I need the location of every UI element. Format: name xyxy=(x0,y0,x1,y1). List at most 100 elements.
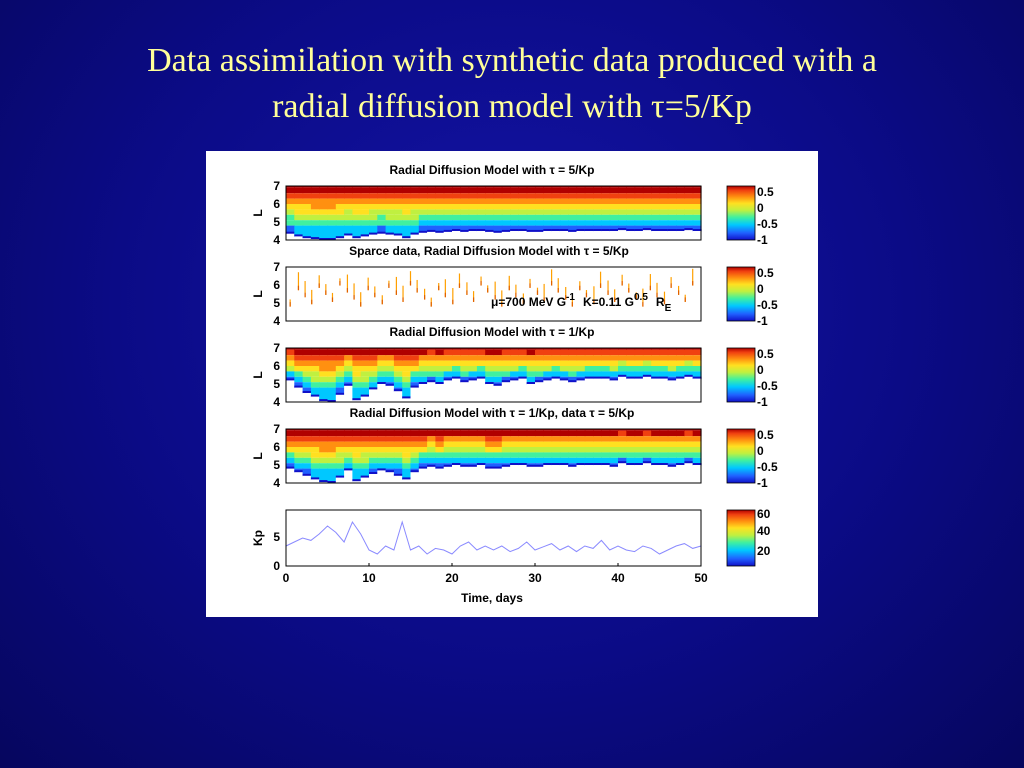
heatmap-boundary-cell xyxy=(559,229,569,232)
heatmap-column xyxy=(369,348,378,402)
heatmap-cell xyxy=(535,349,544,356)
heatmap-cell xyxy=(418,355,428,361)
heatmap-cell xyxy=(393,198,403,204)
heatmap-cell xyxy=(410,198,420,204)
heatmap-cell xyxy=(667,220,677,226)
heatmap-cell xyxy=(518,371,528,377)
heatmap-column xyxy=(601,348,611,402)
heatmap-empty-cell xyxy=(294,236,304,240)
heatmap-cell xyxy=(310,430,320,437)
heatmap-cell xyxy=(692,193,702,199)
heatmap-cell xyxy=(286,225,295,234)
heatmap-cell xyxy=(551,225,561,231)
heatmap-cell xyxy=(510,220,519,226)
heatmap-cell xyxy=(327,186,337,188)
heatmap-cell xyxy=(302,371,312,377)
heatmap-cell xyxy=(593,452,602,458)
heatmap-column xyxy=(294,348,304,402)
heatmap-cell xyxy=(493,430,503,437)
heatmap-cell xyxy=(319,382,329,388)
heatmap-cell xyxy=(344,220,353,226)
heatmap-cell xyxy=(676,198,685,204)
heatmap-cell xyxy=(476,441,486,447)
heatmap-cell xyxy=(418,447,428,453)
heatmap-cell xyxy=(344,463,353,469)
heatmap-cell xyxy=(319,436,329,442)
heatmap-cell xyxy=(543,198,553,204)
heatmap-cell xyxy=(659,371,669,377)
heatmap-column xyxy=(692,348,702,402)
heatmap-empty-cell xyxy=(518,378,528,402)
heatmap-cell xyxy=(651,209,661,215)
panel-2-title: Sparce data, Radial Diffusion Model with… xyxy=(349,244,629,258)
heatmap-boundary-cell xyxy=(385,232,395,236)
heatmap-column xyxy=(327,429,337,484)
heatmap-cell xyxy=(369,349,378,356)
heatmap-cell xyxy=(584,348,594,350)
heatmap-cell xyxy=(418,209,428,215)
heatmap-cell xyxy=(319,225,329,240)
heatmap-cell xyxy=(551,457,561,464)
heatmap-cell xyxy=(651,436,661,442)
panel-1-ytick-5: 5 xyxy=(273,215,280,229)
heatmap-cell xyxy=(393,376,403,383)
heatmap-cell xyxy=(526,348,536,350)
heatmap-cell xyxy=(427,220,436,226)
heatmap-cell xyxy=(352,198,362,204)
heatmap-cell xyxy=(294,209,304,215)
panel-5-cbar-tick-60: 60 xyxy=(757,507,771,521)
heatmap-cell xyxy=(609,225,619,231)
heatmap-empty-cell xyxy=(510,231,519,240)
heatmap-cell xyxy=(535,366,544,372)
heatmap-cell xyxy=(634,187,644,194)
heatmap-boundary-cell xyxy=(427,380,436,383)
heatmap-cell xyxy=(642,198,652,204)
heatmap-cell xyxy=(584,430,594,437)
heatmap-cell xyxy=(335,198,345,204)
heatmap-cell xyxy=(651,187,661,194)
heatmap-cell xyxy=(576,348,586,350)
heatmap-boundary-cell xyxy=(618,374,627,378)
heatmap-cell xyxy=(501,198,511,204)
heatmap-cell xyxy=(535,376,544,383)
heatmap-cell xyxy=(344,447,353,453)
heatmap-column xyxy=(535,348,544,402)
heatmap-cell xyxy=(634,204,644,210)
heatmap-column xyxy=(584,348,594,402)
heatmap-cell xyxy=(443,220,453,226)
heatmap-cell xyxy=(493,204,503,210)
heatmap-cell xyxy=(543,204,553,210)
heatmap-cell xyxy=(559,193,569,199)
heatmap-cell xyxy=(393,187,403,194)
heatmap-cell xyxy=(692,348,702,350)
heatmap-cell xyxy=(485,349,495,356)
heatmap-cell xyxy=(593,349,602,356)
heatmap-cell xyxy=(493,214,503,221)
heatmap-cell xyxy=(443,186,453,188)
heatmap-cell xyxy=(510,457,519,464)
heatmap-cell xyxy=(609,429,619,431)
heatmap-cell xyxy=(526,186,536,188)
heatmap-cell xyxy=(535,209,544,215)
panel-1-ytick-7: 7 xyxy=(273,179,280,193)
heatmap-column xyxy=(410,348,420,402)
heatmap-cell xyxy=(543,186,553,188)
heatmap-cell xyxy=(510,214,519,221)
heatmap-cell xyxy=(584,441,594,447)
panel-1-heatmap xyxy=(286,186,702,241)
heatmap-cell xyxy=(518,436,528,442)
heatmap-cell xyxy=(402,447,412,453)
heatmap-cell xyxy=(468,349,478,356)
panel-2-annotation: μ=700 MeV G-1 K=0.11 G0.5 RE xyxy=(491,292,672,314)
heatmap-cell xyxy=(510,209,519,215)
panel-2-annotation-mu-exp: -1 xyxy=(566,292,575,303)
panel-4-heatmap xyxy=(286,429,702,484)
heatmap-cell xyxy=(435,209,445,215)
heatmap-cell xyxy=(684,371,694,377)
heatmap-column xyxy=(393,186,403,240)
heatmap-cell xyxy=(692,457,702,464)
heatmap-cell xyxy=(518,452,528,458)
heatmap-boundary-cell xyxy=(551,376,561,380)
heatmap-boundary-cell xyxy=(667,378,677,381)
heatmap-cell xyxy=(335,186,345,188)
